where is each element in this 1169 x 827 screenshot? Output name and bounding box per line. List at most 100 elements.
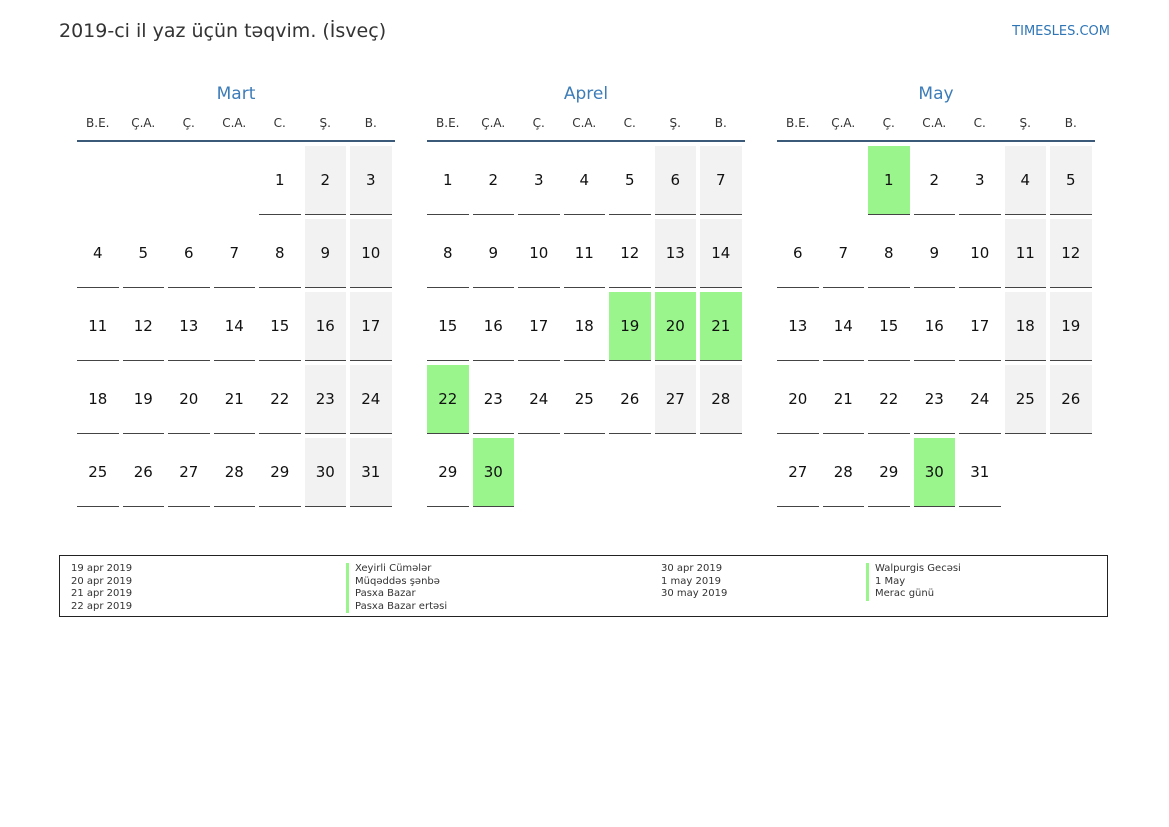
day-cell: 14 [822,292,864,361]
month-may: May B.E. Ç.A. Ç. C.A. C. Ş. B. 1 2 3 4 5 6 7 8 9 10 11 12… [777,82,1095,507]
weekday-label: C.A. [922,116,947,130]
weekday-label: C. [623,116,636,130]
day-cell: 13 [168,292,210,361]
day-cell: 2 [472,146,514,215]
legend-date: 30 may 2019 [661,588,728,599]
holiday-day-cell: 1 [868,146,910,215]
day-cell: 19 [1050,292,1092,361]
day-cell: 29 [259,438,301,507]
day-cell: 5 [122,219,164,288]
day-cell: 19 [122,365,164,434]
day-grid: 1 2 3 4 5 6 7 8 9 10 11 12 13 14 15 16 17 18 19 20 21 22 23 24 2… [777,146,1095,507]
holiday-day-cell: 19 [609,292,651,361]
day-cell: 29 [427,438,469,507]
legend-holiday-name: Müqəddəs şənbə [346,575,447,588]
day-cell: 2 [913,146,955,215]
day-cell: 8 [259,219,301,288]
day-cell: 22 [259,365,301,434]
day-cell: 9 [913,219,955,288]
holiday-day-cell: 22 [427,365,469,434]
legend-date: 19 apr 2019 [71,563,133,574]
empty-cell [214,146,256,215]
empty-cell [123,146,165,215]
weekday-header: B.E. Ç.A. Ç. C.A. C. Ş. B. [777,106,1095,142]
day-cell: 17 [518,292,560,361]
day-cell: 13 [654,219,696,288]
weekday-label: Ş. [669,116,681,130]
day-cell: 26 [609,365,651,434]
site-link[interactable]: TIMESLES.COM [1012,24,1110,39]
day-cell: 7 [213,219,255,288]
day-cell: 9 [472,219,514,288]
legend-right-dates: 30 apr 2019 1 may 2019 30 may 2019 [661,563,727,601]
day-cell: 24 [959,365,1001,434]
month-name: May [918,84,954,104]
day-cell: 6 [654,146,696,215]
weekday-label: Ç.A. [831,116,856,130]
day-cell: 3 [350,146,392,215]
holiday-day-cell: 20 [654,292,696,361]
empty-cell [168,146,210,215]
weekday-label: B. [1064,116,1077,130]
holiday-day-cell: 30 [913,438,955,507]
day-cell: 7 [700,146,742,215]
holiday-day-cell: 30 [472,438,514,507]
day-cell: 28 [822,438,864,507]
day-grid: 1 2 3 4 5 6 7 8 9 10 11 12 13 14 15 16 17 18 19 20 21 22 23 24 2… [77,146,395,507]
weekday-label: Ç. [532,116,545,130]
day-cell: 15 [427,292,469,361]
day-cell: 6 [777,219,819,288]
day-cell: 8 [868,219,910,288]
day-cell: 28 [700,365,742,434]
day-cell: 15 [259,292,301,361]
day-cell: 20 [168,365,210,434]
holiday-day-cell: 21 [700,292,742,361]
day-cell: 28 [213,438,255,507]
legend-holiday-name: Merac günü [866,588,961,601]
weekday-label: B.E. [786,116,810,130]
day-cell: 5 [609,146,651,215]
weekday-label: C. [273,116,286,130]
month-aprel: Aprel B.E. Ç.A. Ç. C.A. C. Ş. B. 1 2 3 4 5 6 7 8 9 10 11… [427,82,745,507]
legend-left-dates: 19 apr 2019 20 apr 2019 21 apr 2019 22 apr … [71,563,132,613]
page-title: 2019-ci il yaz üçün təqvim. (İsveç) [59,20,387,42]
weekday-label: C.A. [572,116,597,130]
day-cell: 23 [913,365,955,434]
legend-date: 22 apr 2019 [71,600,133,612]
legend-holiday-name: Xeyirli Cümələr [346,563,447,576]
day-cell: 1 [427,146,469,215]
day-cell: 24 [350,365,392,434]
day-cell: 17 [959,292,1001,361]
empty-cell [823,146,865,215]
month-name: Aprel [563,84,609,104]
day-cell: 31 [350,438,392,507]
legend-holiday-name: Pasxa Bazar [346,588,447,601]
day-cell: 11 [77,292,119,361]
weekday-label: C.A. [222,116,247,130]
day-cell: 16 [472,292,514,361]
day-cell: 12 [609,219,651,288]
day-cell: 21 [213,365,255,434]
day-cell: 14 [700,219,742,288]
day-cell: 12 [1050,219,1092,288]
day-cell: 5 [1050,146,1092,215]
day-cell: 18 [563,292,605,361]
day-cell: 31 [959,438,1001,507]
day-cell: 8 [427,219,469,288]
weekday-label: Ş. [1019,116,1031,130]
day-cell: 12 [122,292,164,361]
day-cell: 27 [168,438,210,507]
day-cell: 11 [563,219,605,288]
day-cell: 25 [77,438,119,507]
holiday-legend: 19 apr 2019 20 apr 2019 21 apr 2019 22 apr … [59,555,1108,617]
legend-holiday-name: Walpurgis Gecəsi [866,563,961,576]
day-cell: 18 [1004,292,1046,361]
legend-date: 21 apr 2019 [71,588,133,599]
day-cell: 11 [1004,219,1046,288]
day-cell: 7 [822,219,864,288]
day-cell: 6 [168,219,210,288]
legend-date: 30 apr 2019 [661,563,723,574]
legend-date: 20 apr 2019 [71,575,133,587]
legend-holiday-name: 1 May [866,575,961,588]
weekday-header: B.E. Ç.A. Ç. C.A. C. Ş. B. [77,106,395,142]
